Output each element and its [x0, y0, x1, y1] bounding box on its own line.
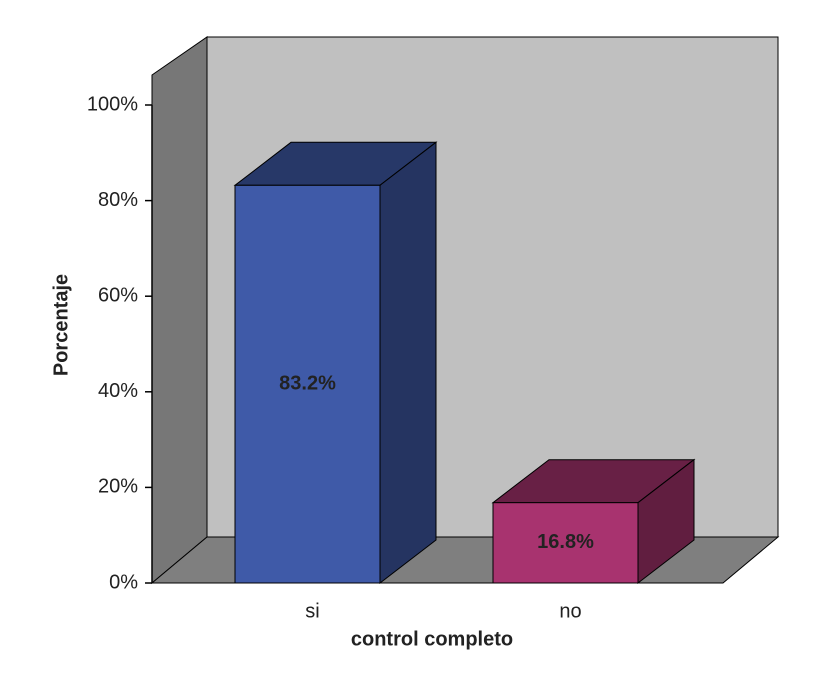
x-tick-label: no — [559, 600, 581, 622]
bar — [234, 184, 381, 584]
value-label: 83.2% — [279, 372, 336, 394]
value-label: 16.8% — [537, 531, 594, 553]
y-tick-label: 0% — [109, 571, 138, 593]
y-tick-label: 40% — [98, 380, 138, 402]
y-tick-label: 100% — [87, 93, 138, 115]
y-tick-label: 80% — [98, 189, 138, 211]
y-axis-label: Porcentaje — [50, 274, 72, 376]
y-tick-label: 60% — [98, 284, 138, 306]
bar-side — [379, 141, 437, 585]
x-axis-label: control completo — [351, 628, 513, 650]
side-wall — [151, 36, 208, 585]
bar — [492, 502, 639, 584]
x-tick-label: si — [305, 600, 319, 622]
y-tick-label: 20% — [98, 476, 138, 498]
